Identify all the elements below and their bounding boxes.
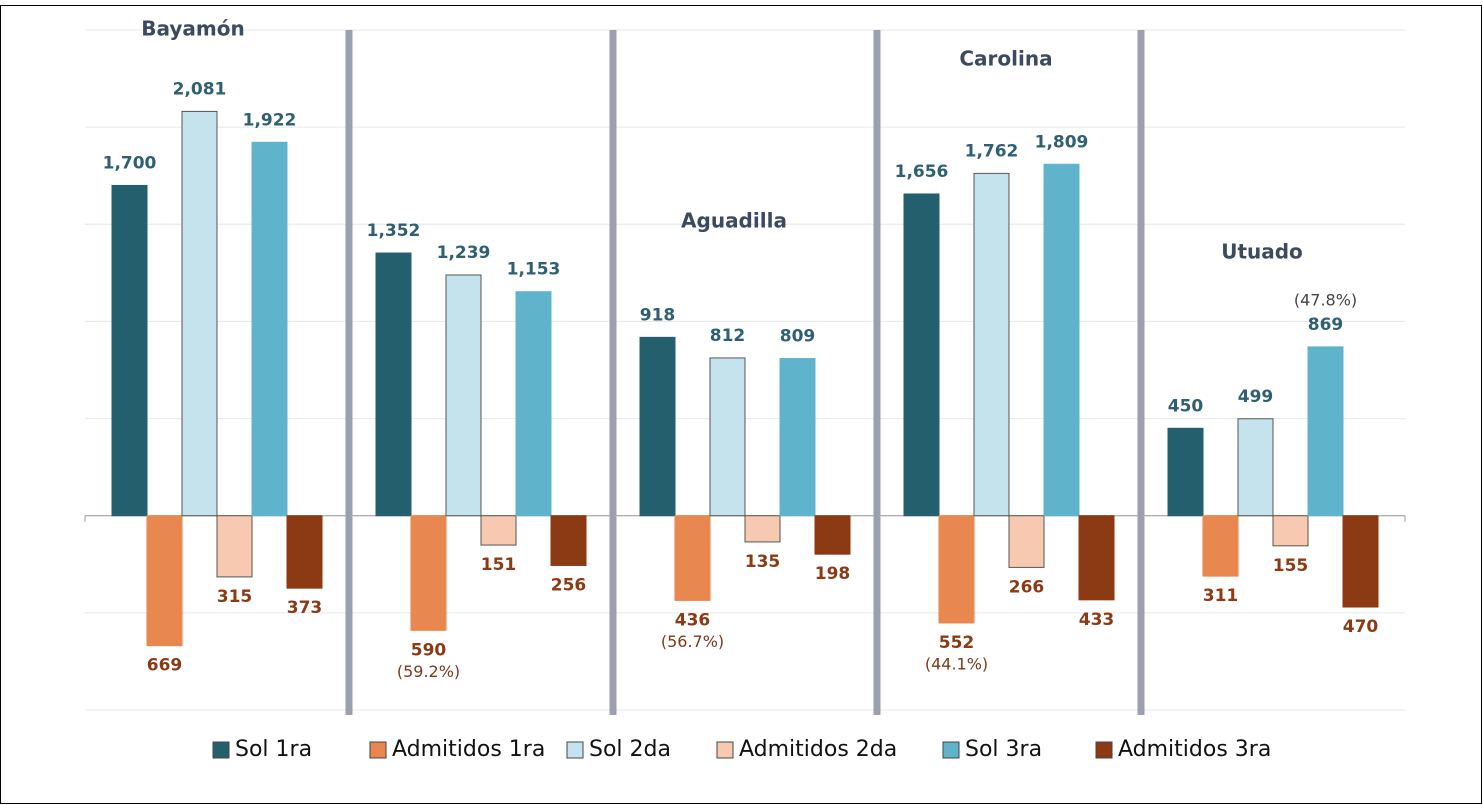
bar [181,110,218,517]
bar [674,515,711,601]
data-label: 450 [1168,396,1204,416]
bar [445,274,482,517]
bar [903,193,940,517]
bar [515,291,552,517]
data-label: 1,762 [965,141,1019,161]
data-label: 669 [147,656,183,676]
data-label: 552 [939,633,975,653]
legend-label: Sol 3ra [965,737,1042,762]
bar [1167,427,1204,517]
bar [1237,418,1274,517]
bar [1078,515,1115,601]
data-label: 266 [1009,577,1045,597]
bar [111,184,148,517]
data-label: 256 [551,575,587,595]
category-label: Bayamón [141,17,244,41]
annotation: (59.2%) [397,662,460,681]
data-label: 198 [815,564,851,584]
bar [1272,515,1309,547]
category-label: Aguadilla [681,209,787,233]
data-label: 436 [675,610,711,630]
data-label: 812 [710,326,746,346]
legend-swatch [566,741,584,759]
data-label: 151 [481,555,517,575]
data-label: 1,809 [1035,132,1089,152]
bar [1342,515,1379,608]
frame [0,5,1482,804]
legend-label: Sol 1ra [235,737,312,762]
data-label: 315 [217,587,253,607]
legend-swatch [942,741,960,759]
legend-label: Admitidos 1ra [392,737,545,762]
bar [480,515,517,546]
data-label: 433 [1079,610,1115,630]
bar [216,515,253,578]
data-label: 155 [1273,556,1309,576]
bar [744,515,781,543]
data-label: 311 [1203,586,1239,606]
data-label: 135 [745,552,781,572]
data-label: 1,922 [243,110,297,130]
bar [779,358,816,517]
data-label: 499 [1238,387,1274,407]
data-label: 869 [1308,315,1344,335]
legend-swatch [369,741,387,759]
annotation: (44.1%) [925,654,988,673]
data-label: 2,081 [173,79,227,99]
data-label: 1,656 [895,162,949,182]
bar [639,336,676,517]
data-label: 1,700 [103,153,157,173]
bar [375,252,412,517]
bar [1008,515,1045,568]
bar [550,515,587,566]
data-label: 1,352 [367,221,421,241]
data-label: 918 [640,305,676,325]
data-label: 590 [411,640,447,660]
bar [1043,163,1080,517]
data-label: 470 [1343,617,1379,637]
bar [286,515,323,589]
bar [410,515,447,631]
bar [1307,346,1344,517]
legend-swatch [1095,741,1113,759]
bar [709,357,746,517]
data-label: 1,153 [507,260,561,280]
category-label: Carolina [959,47,1052,71]
data-label: 373 [287,598,323,618]
annotation: (56.7%) [661,632,724,651]
data-label: 1,239 [437,243,491,263]
legend-label: Sol 2da [589,737,671,762]
bar [251,141,288,517]
bar [1202,515,1239,577]
data-label: 809 [780,327,816,347]
annotation: (47.8%) [1294,290,1357,309]
legend-swatch [716,741,734,759]
legend-label: Admitidos 3ra [1118,737,1271,762]
bar [146,515,183,647]
category-label: Utuado [1221,240,1303,264]
bar [973,172,1010,517]
legend-label: Admitidos 2da [739,737,897,762]
bar [814,515,851,555]
legend-swatch [212,741,230,759]
bar [938,515,975,624]
plot-background [62,6,1430,788]
